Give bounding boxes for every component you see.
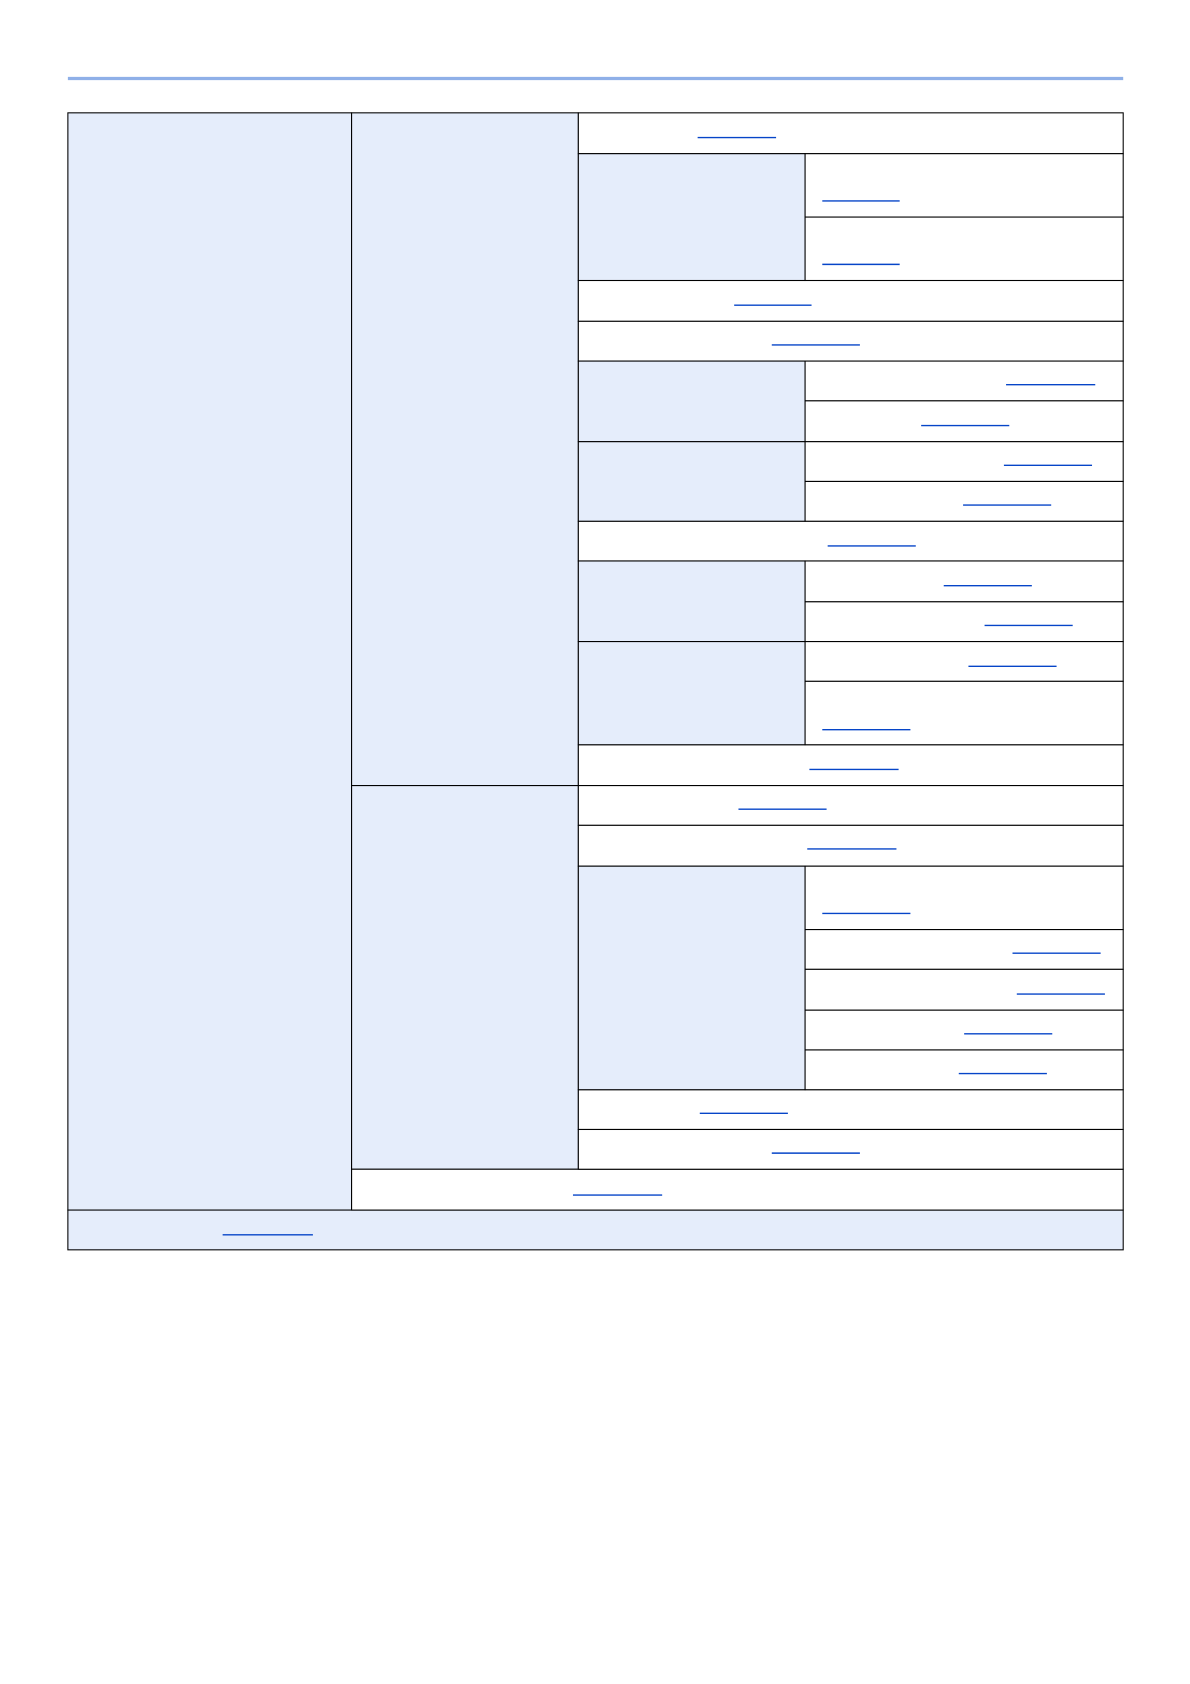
row-cell — [804, 601, 1124, 643]
row-cell — [577, 824, 1124, 867]
subgroup-cell — [577, 441, 806, 522]
row-cell — [804, 968, 1124, 1011]
row-cell — [804, 1049, 1124, 1091]
row-cell — [804, 480, 1124, 522]
row-cell — [804, 1009, 1124, 1051]
subgroup-cell — [577, 153, 806, 282]
row-cell — [577, 112, 1124, 155]
row-cell — [577, 520, 1124, 562]
subgroup-cell — [577, 641, 806, 746]
row-cell — [804, 441, 1124, 482]
row-cell — [577, 744, 1124, 787]
row-cell — [804, 680, 1124, 746]
row-cell — [351, 1168, 1124, 1211]
category-cell — [67, 112, 353, 1211]
table — [67, 112, 1124, 1251]
subgroup-cell — [577, 560, 806, 643]
row-cell — [804, 641, 1124, 682]
subgroup-cell — [577, 865, 806, 1091]
row-cell — [804, 400, 1124, 443]
row-cell — [577, 279, 1124, 322]
group-cell — [351, 112, 579, 787]
row-cell — [804, 216, 1124, 282]
row-cell — [804, 929, 1124, 970]
group-cell — [351, 785, 579, 1170]
row-cell — [804, 153, 1124, 218]
subgroup-cell — [577, 360, 806, 443]
row-cell — [577, 320, 1124, 362]
row-cell — [577, 1128, 1124, 1170]
row-cell — [804, 560, 1124, 603]
row-cell — [804, 360, 1124, 402]
footer-row — [67, 1209, 1124, 1251]
row-cell — [804, 865, 1124, 931]
row-cell — [577, 1089, 1124, 1131]
row-cell — [577, 785, 1124, 826]
